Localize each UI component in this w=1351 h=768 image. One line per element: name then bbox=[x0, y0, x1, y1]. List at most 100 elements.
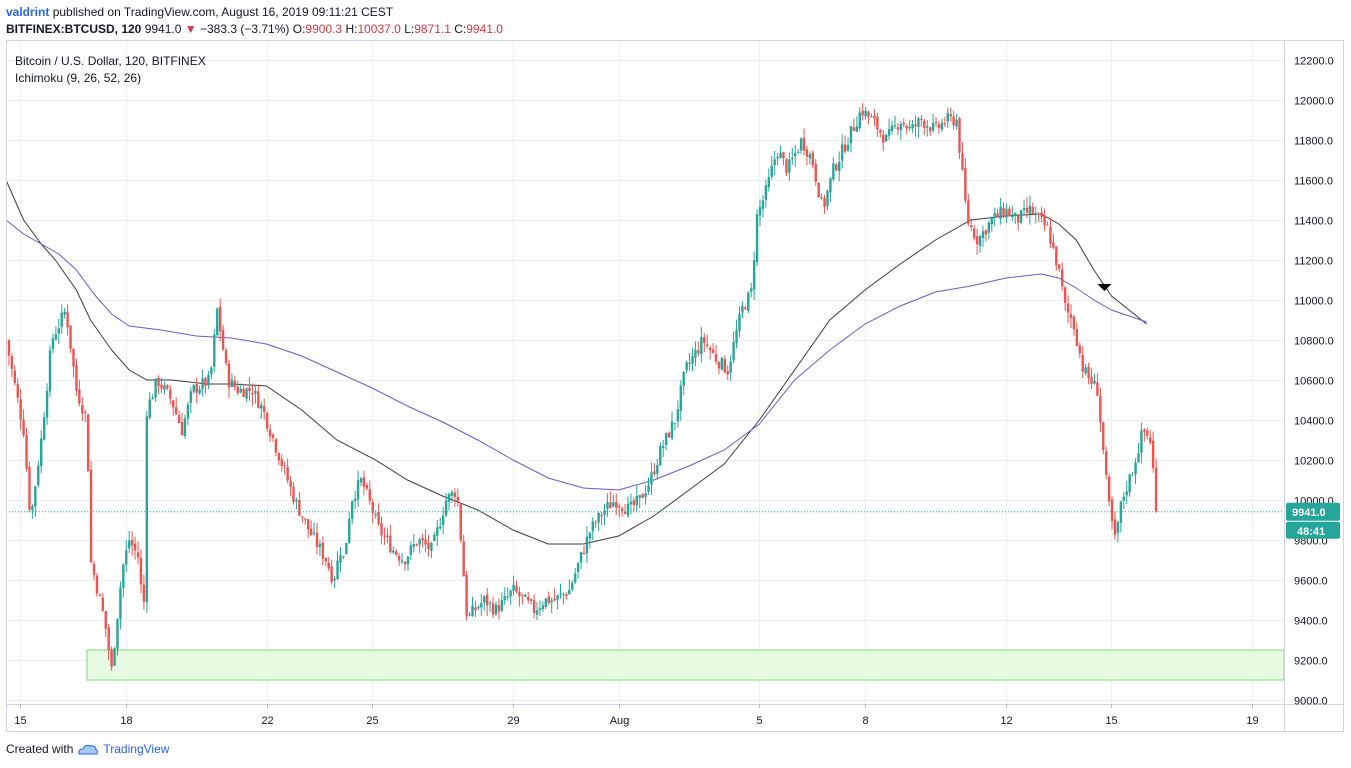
candle-body bbox=[708, 347, 712, 351]
candle-body bbox=[42, 417, 46, 440]
candle-body bbox=[453, 492, 457, 497]
x-tick-label: 15 bbox=[1105, 715, 1117, 727]
candle-body bbox=[1090, 376, 1093, 384]
candle-body bbox=[626, 503, 630, 516]
candle-body bbox=[60, 312, 63, 327]
candle-body bbox=[600, 514, 603, 517]
candle-body bbox=[870, 116, 873, 118]
candle-body bbox=[348, 518, 351, 543]
candle-body bbox=[216, 308, 219, 336]
candle-body bbox=[691, 356, 694, 364]
candle-body bbox=[805, 149, 809, 157]
y-tick-label: 11600.0 bbox=[1294, 176, 1333, 188]
candle-body bbox=[893, 125, 897, 127]
candle-body bbox=[855, 126, 859, 132]
candle-body bbox=[685, 362, 688, 371]
candle-body bbox=[92, 563, 96, 576]
candle-body bbox=[383, 536, 386, 538]
candle-body bbox=[647, 485, 650, 492]
candle-body bbox=[747, 292, 750, 311]
candle-body bbox=[227, 363, 231, 388]
candle-body bbox=[213, 334, 216, 367]
candle-body bbox=[568, 589, 571, 595]
candle-body bbox=[424, 539, 427, 545]
candle-body bbox=[166, 385, 169, 389]
candle-body bbox=[75, 365, 78, 391]
candle-body bbox=[497, 605, 501, 612]
candle-body bbox=[1140, 430, 1143, 453]
candle-body bbox=[896, 127, 900, 130]
candle-body bbox=[814, 163, 817, 182]
candle-body bbox=[345, 542, 348, 555]
candle-body bbox=[309, 528, 313, 535]
candle-body bbox=[456, 496, 460, 503]
x-tick-label: 29 bbox=[507, 715, 519, 727]
candle-body bbox=[535, 610, 539, 615]
candle-body bbox=[961, 152, 964, 170]
candle-body bbox=[1005, 208, 1008, 218]
candle-body bbox=[664, 433, 668, 445]
publish-line: valdrint published on TradingView.com, A… bbox=[6, 5, 393, 19]
candle-body bbox=[1034, 213, 1037, 215]
candle-body bbox=[125, 550, 128, 565]
candle-body bbox=[949, 113, 952, 117]
candle-body bbox=[480, 603, 483, 608]
candle-body bbox=[1113, 519, 1117, 535]
chart-frame[interactable]: 9000.0 9200.0 9400.0 9600.0 9800.0 10000.0 102… bbox=[4, 40, 1344, 732]
candle-body bbox=[788, 159, 791, 173]
candle-body bbox=[518, 591, 521, 597]
candle-body bbox=[386, 535, 389, 537]
down-arrow-marker-icon bbox=[1097, 284, 1112, 291]
candle-body bbox=[89, 469, 93, 562]
candle-body bbox=[474, 607, 477, 611]
tradingview-brand-link[interactable]: TradingView bbox=[103, 742, 170, 756]
candle-body bbox=[794, 153, 797, 157]
candle-body bbox=[1058, 264, 1061, 269]
author-name[interactable]: valdrint bbox=[6, 5, 50, 19]
candle-body bbox=[972, 228, 976, 239]
candle-body bbox=[439, 526, 442, 529]
candle-body bbox=[644, 493, 647, 497]
candle-body bbox=[620, 508, 624, 512]
candle-body bbox=[248, 387, 251, 391]
candle-body bbox=[1031, 207, 1035, 215]
candle-body bbox=[512, 584, 515, 591]
candle-body bbox=[183, 418, 187, 437]
x-tick-label: 25 bbox=[366, 715, 378, 727]
candle-body bbox=[427, 542, 430, 549]
candle-body bbox=[978, 236, 982, 247]
candle-body bbox=[342, 556, 345, 558]
candle-body bbox=[1134, 462, 1137, 475]
price-chart[interactable]: 9000.09200.09400.09600.09800.010000.0102… bbox=[4, 40, 1344, 732]
candle-body bbox=[802, 138, 806, 151]
candle-body bbox=[861, 110, 864, 116]
candle-body bbox=[107, 627, 110, 650]
candle-body bbox=[130, 539, 134, 546]
candle-body bbox=[714, 354, 718, 362]
candle-body bbox=[890, 125, 894, 132]
candle-body bbox=[811, 152, 815, 166]
candle-body bbox=[767, 177, 771, 188]
candle-body bbox=[638, 495, 641, 498]
candle-body bbox=[110, 649, 113, 667]
x-tick-label: 15 bbox=[14, 715, 26, 727]
candle-body bbox=[1084, 367, 1087, 374]
candle-body bbox=[207, 374, 210, 386]
candle-body bbox=[84, 411, 87, 413]
candle-body bbox=[705, 344, 709, 346]
candle-body bbox=[1043, 215, 1046, 226]
candle-body bbox=[606, 502, 609, 509]
candle-body bbox=[116, 618, 119, 649]
candle-body bbox=[40, 438, 43, 467]
candle-body bbox=[729, 361, 732, 373]
candle-body bbox=[104, 611, 107, 629]
candle-body bbox=[318, 543, 322, 548]
y-tick-label: 11800.0 bbox=[1294, 136, 1333, 148]
candle-body bbox=[163, 385, 166, 390]
candle-body bbox=[911, 124, 914, 129]
candle-body bbox=[101, 597, 105, 611]
candle-body bbox=[1008, 208, 1011, 217]
candle-body bbox=[846, 144, 850, 151]
candle-body bbox=[1075, 329, 1079, 346]
candle-body bbox=[350, 501, 354, 519]
